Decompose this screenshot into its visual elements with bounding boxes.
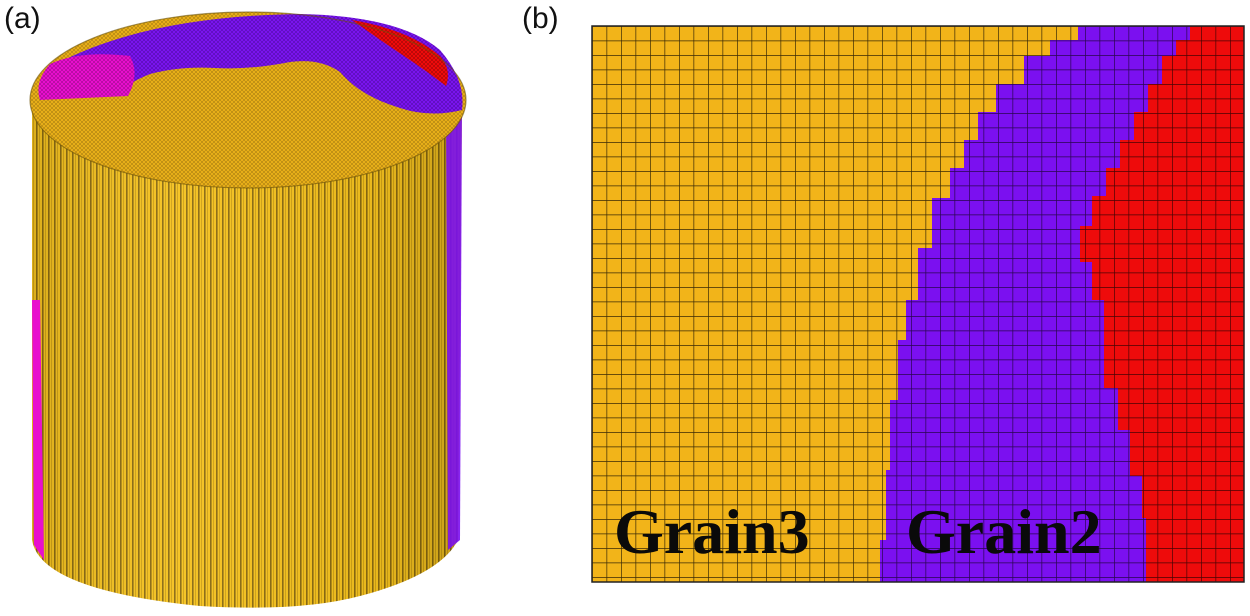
- grain-cross-section: [591, 25, 1245, 583]
- panel-b-label: (b): [522, 2, 559, 35]
- grain2-label: Grain2: [906, 496, 1102, 567]
- grain-red-region: [1080, 26, 1244, 582]
- cylinder-3d-model: [29, 11, 467, 608]
- top-grain-magenta-region: [38, 54, 135, 100]
- grain3-label: Grain3: [614, 496, 810, 567]
- top-grain-red-region: [352, 20, 448, 86]
- panel-a-label: (a): [4, 2, 41, 35]
- grain2-region: [880, 26, 1190, 582]
- top-grain2-region: [60, 14, 463, 114]
- side-purple-edge: [446, 100, 462, 550]
- side-magenta-edge: [32, 300, 44, 560]
